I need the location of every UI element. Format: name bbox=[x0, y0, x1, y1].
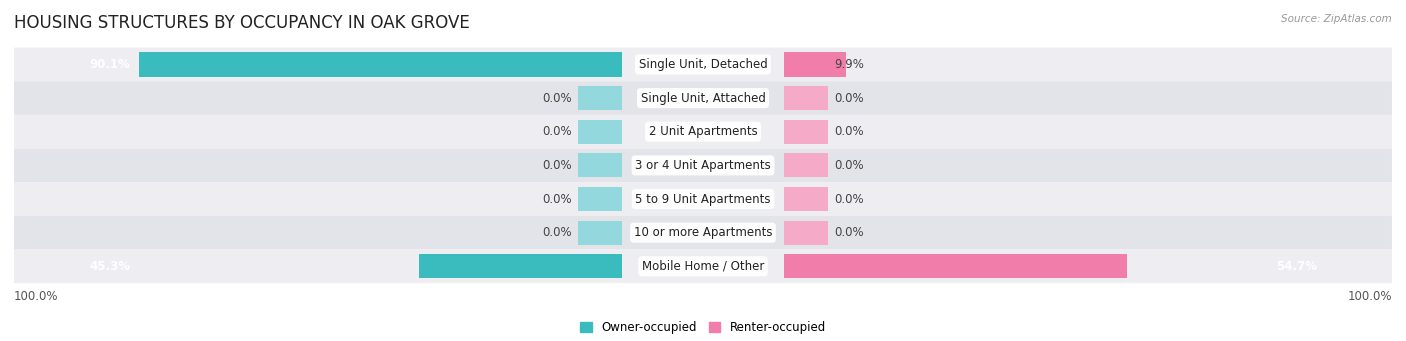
Bar bbox=[578, 120, 621, 144]
Text: 100.0%: 100.0% bbox=[1347, 290, 1392, 303]
Text: 0.0%: 0.0% bbox=[541, 193, 571, 206]
Text: 100.0%: 100.0% bbox=[14, 290, 59, 303]
Bar bbox=[785, 187, 828, 211]
Text: Source: ZipAtlas.com: Source: ZipAtlas.com bbox=[1281, 14, 1392, 24]
FancyBboxPatch shape bbox=[14, 115, 1392, 149]
Bar bbox=[785, 221, 828, 245]
Bar bbox=[785, 53, 846, 77]
Text: 0.0%: 0.0% bbox=[835, 125, 865, 138]
Bar bbox=[785, 86, 828, 110]
Text: 5 to 9 Unit Apartments: 5 to 9 Unit Apartments bbox=[636, 193, 770, 206]
Text: 0.0%: 0.0% bbox=[541, 226, 571, 239]
FancyBboxPatch shape bbox=[14, 149, 1392, 182]
Bar bbox=[785, 153, 828, 178]
Bar bbox=[578, 86, 621, 110]
Bar bbox=[578, 187, 621, 211]
Text: 10 or more Apartments: 10 or more Apartments bbox=[634, 226, 772, 239]
Text: 0.0%: 0.0% bbox=[835, 159, 865, 172]
Text: 54.7%: 54.7% bbox=[1275, 260, 1317, 273]
FancyBboxPatch shape bbox=[14, 182, 1392, 216]
Legend: Owner-occupied, Renter-occupied: Owner-occupied, Renter-occupied bbox=[575, 316, 831, 339]
Bar bbox=[419, 254, 621, 278]
Text: Single Unit, Attached: Single Unit, Attached bbox=[641, 92, 765, 105]
Text: Single Unit, Detached: Single Unit, Detached bbox=[638, 58, 768, 71]
Bar bbox=[785, 254, 1128, 278]
Bar bbox=[578, 221, 621, 245]
Bar bbox=[785, 120, 828, 144]
Text: Mobile Home / Other: Mobile Home / Other bbox=[641, 260, 765, 273]
Text: 90.1%: 90.1% bbox=[89, 58, 131, 71]
Text: 2 Unit Apartments: 2 Unit Apartments bbox=[648, 125, 758, 138]
Bar bbox=[578, 153, 621, 178]
Text: 3 or 4 Unit Apartments: 3 or 4 Unit Apartments bbox=[636, 159, 770, 172]
Text: 0.0%: 0.0% bbox=[835, 193, 865, 206]
Text: HOUSING STRUCTURES BY OCCUPANCY IN OAK GROVE: HOUSING STRUCTURES BY OCCUPANCY IN OAK G… bbox=[14, 14, 470, 32]
FancyBboxPatch shape bbox=[14, 250, 1392, 283]
Text: 0.0%: 0.0% bbox=[541, 125, 571, 138]
Text: 0.0%: 0.0% bbox=[835, 92, 865, 105]
Text: 0.0%: 0.0% bbox=[541, 159, 571, 172]
Text: 45.3%: 45.3% bbox=[89, 260, 131, 273]
Text: 0.0%: 0.0% bbox=[835, 226, 865, 239]
FancyBboxPatch shape bbox=[14, 48, 1392, 81]
Text: 9.9%: 9.9% bbox=[835, 58, 865, 71]
Bar bbox=[139, 53, 621, 77]
FancyBboxPatch shape bbox=[14, 81, 1392, 115]
Text: 0.0%: 0.0% bbox=[541, 92, 571, 105]
FancyBboxPatch shape bbox=[14, 216, 1392, 250]
